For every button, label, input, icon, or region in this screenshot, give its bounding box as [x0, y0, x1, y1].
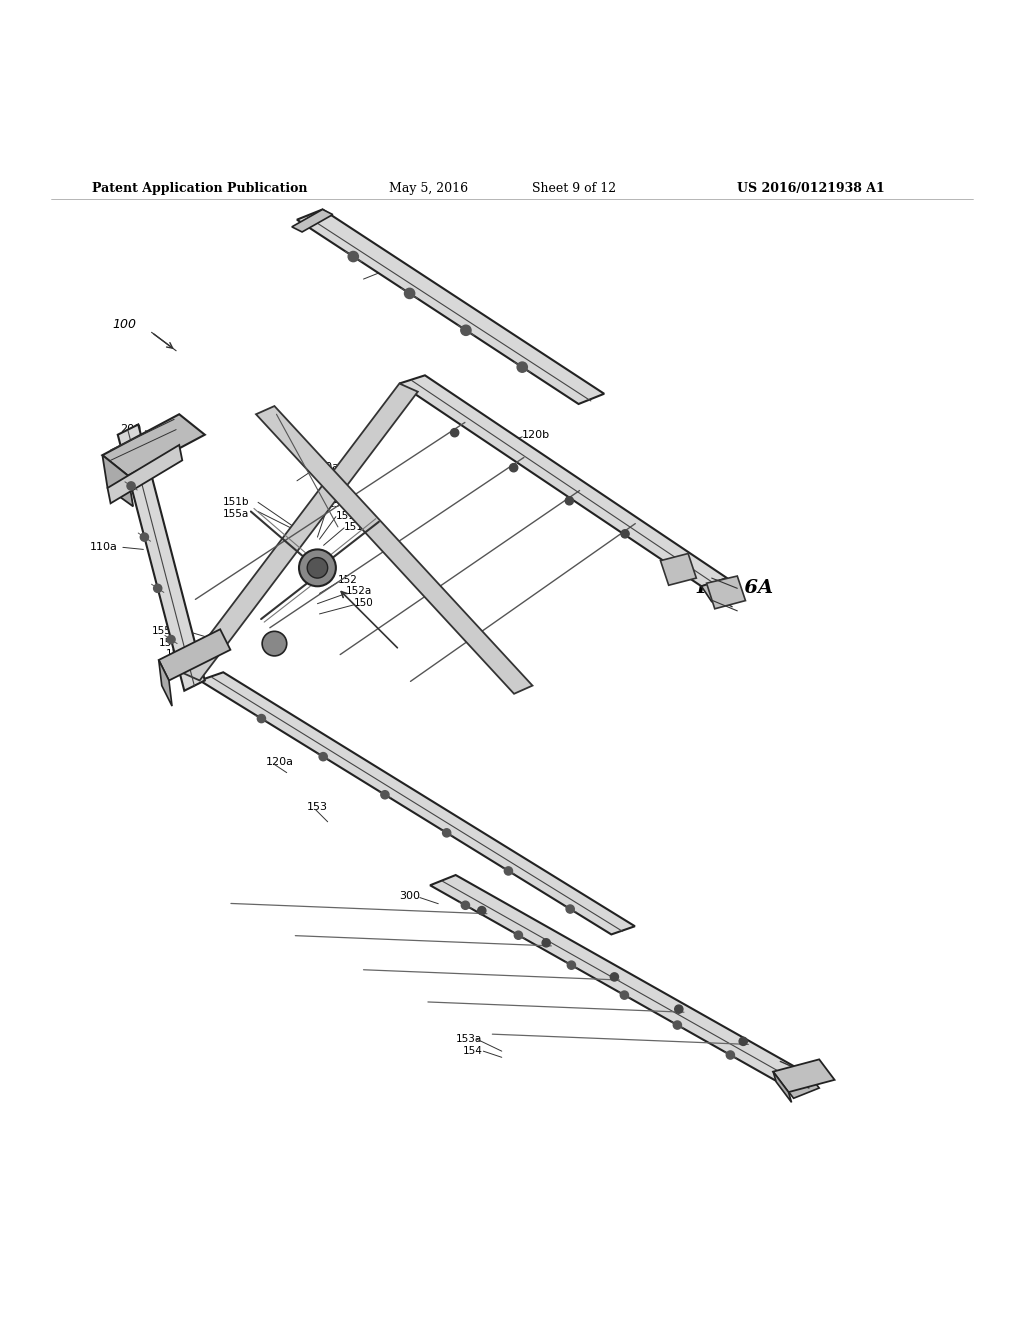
Text: 155b: 155b	[152, 626, 178, 636]
Circle shape	[404, 288, 415, 298]
Text: 151b: 151b	[223, 498, 250, 507]
Circle shape	[675, 1005, 683, 1014]
Circle shape	[307, 557, 328, 578]
Circle shape	[565, 496, 573, 504]
Text: 153a: 153a	[456, 1034, 482, 1044]
Circle shape	[726, 1051, 734, 1059]
Text: 110b: 110b	[384, 264, 412, 273]
Text: 110a: 110a	[90, 543, 118, 552]
Circle shape	[299, 549, 336, 586]
Text: 140a: 140a	[312, 462, 340, 473]
Polygon shape	[773, 1072, 792, 1102]
Text: 152a: 152a	[346, 586, 373, 597]
Circle shape	[127, 482, 135, 490]
Circle shape	[504, 867, 512, 875]
Polygon shape	[159, 630, 230, 681]
Text: 200: 200	[120, 424, 141, 433]
Polygon shape	[118, 425, 205, 690]
Circle shape	[739, 1038, 748, 1045]
Circle shape	[510, 463, 518, 471]
Polygon shape	[102, 455, 133, 507]
Text: 151: 151	[336, 511, 355, 520]
Circle shape	[461, 325, 471, 335]
Circle shape	[674, 1020, 682, 1030]
Text: May 5, 2016: May 5, 2016	[389, 182, 468, 195]
Circle shape	[451, 429, 459, 437]
Circle shape	[567, 961, 575, 969]
Polygon shape	[660, 553, 696, 585]
Circle shape	[154, 585, 162, 593]
Text: 151a: 151a	[328, 499, 354, 510]
Text: Fig. 6A: Fig. 6A	[696, 579, 773, 598]
Circle shape	[621, 991, 629, 999]
Polygon shape	[102, 414, 205, 475]
Circle shape	[514, 931, 522, 940]
Circle shape	[517, 362, 527, 372]
Circle shape	[542, 939, 550, 946]
Polygon shape	[108, 445, 182, 503]
Text: 153b: 153b	[159, 638, 185, 648]
Polygon shape	[773, 1060, 835, 1092]
Text: 155a: 155a	[223, 508, 250, 519]
Circle shape	[381, 791, 389, 799]
Text: 153: 153	[307, 803, 329, 812]
Circle shape	[348, 251, 358, 261]
Polygon shape	[707, 576, 745, 609]
Polygon shape	[200, 672, 635, 935]
Text: 150: 150	[354, 598, 374, 607]
Polygon shape	[292, 210, 333, 232]
Circle shape	[461, 902, 469, 909]
Polygon shape	[159, 660, 172, 706]
Polygon shape	[430, 875, 809, 1085]
Text: 152: 152	[338, 576, 357, 585]
Circle shape	[566, 906, 574, 913]
Text: 120b: 120b	[522, 430, 550, 440]
Text: 120a: 120a	[266, 758, 294, 767]
Circle shape	[442, 829, 451, 837]
Text: 152b: 152b	[166, 649, 193, 659]
Text: 151c: 151c	[344, 521, 370, 532]
Circle shape	[477, 907, 485, 915]
Text: 100: 100	[113, 318, 136, 330]
Text: 300: 300	[399, 891, 421, 900]
Text: Patent Application Publication: Patent Application Publication	[92, 182, 307, 195]
Polygon shape	[701, 578, 737, 602]
Circle shape	[610, 973, 618, 981]
Circle shape	[167, 635, 175, 644]
Polygon shape	[297, 210, 604, 404]
Polygon shape	[256, 407, 532, 694]
Polygon shape	[399, 375, 727, 586]
Circle shape	[140, 533, 148, 541]
Circle shape	[262, 631, 287, 656]
Polygon shape	[783, 1074, 819, 1098]
Text: 154: 154	[463, 1047, 482, 1056]
Text: Sheet 9 of 12: Sheet 9 of 12	[532, 182, 616, 195]
Circle shape	[621, 529, 629, 539]
Circle shape	[319, 752, 328, 760]
Polygon shape	[181, 384, 418, 681]
Text: US 2016/0121938 A1: US 2016/0121938 A1	[737, 182, 885, 195]
Circle shape	[257, 714, 265, 722]
